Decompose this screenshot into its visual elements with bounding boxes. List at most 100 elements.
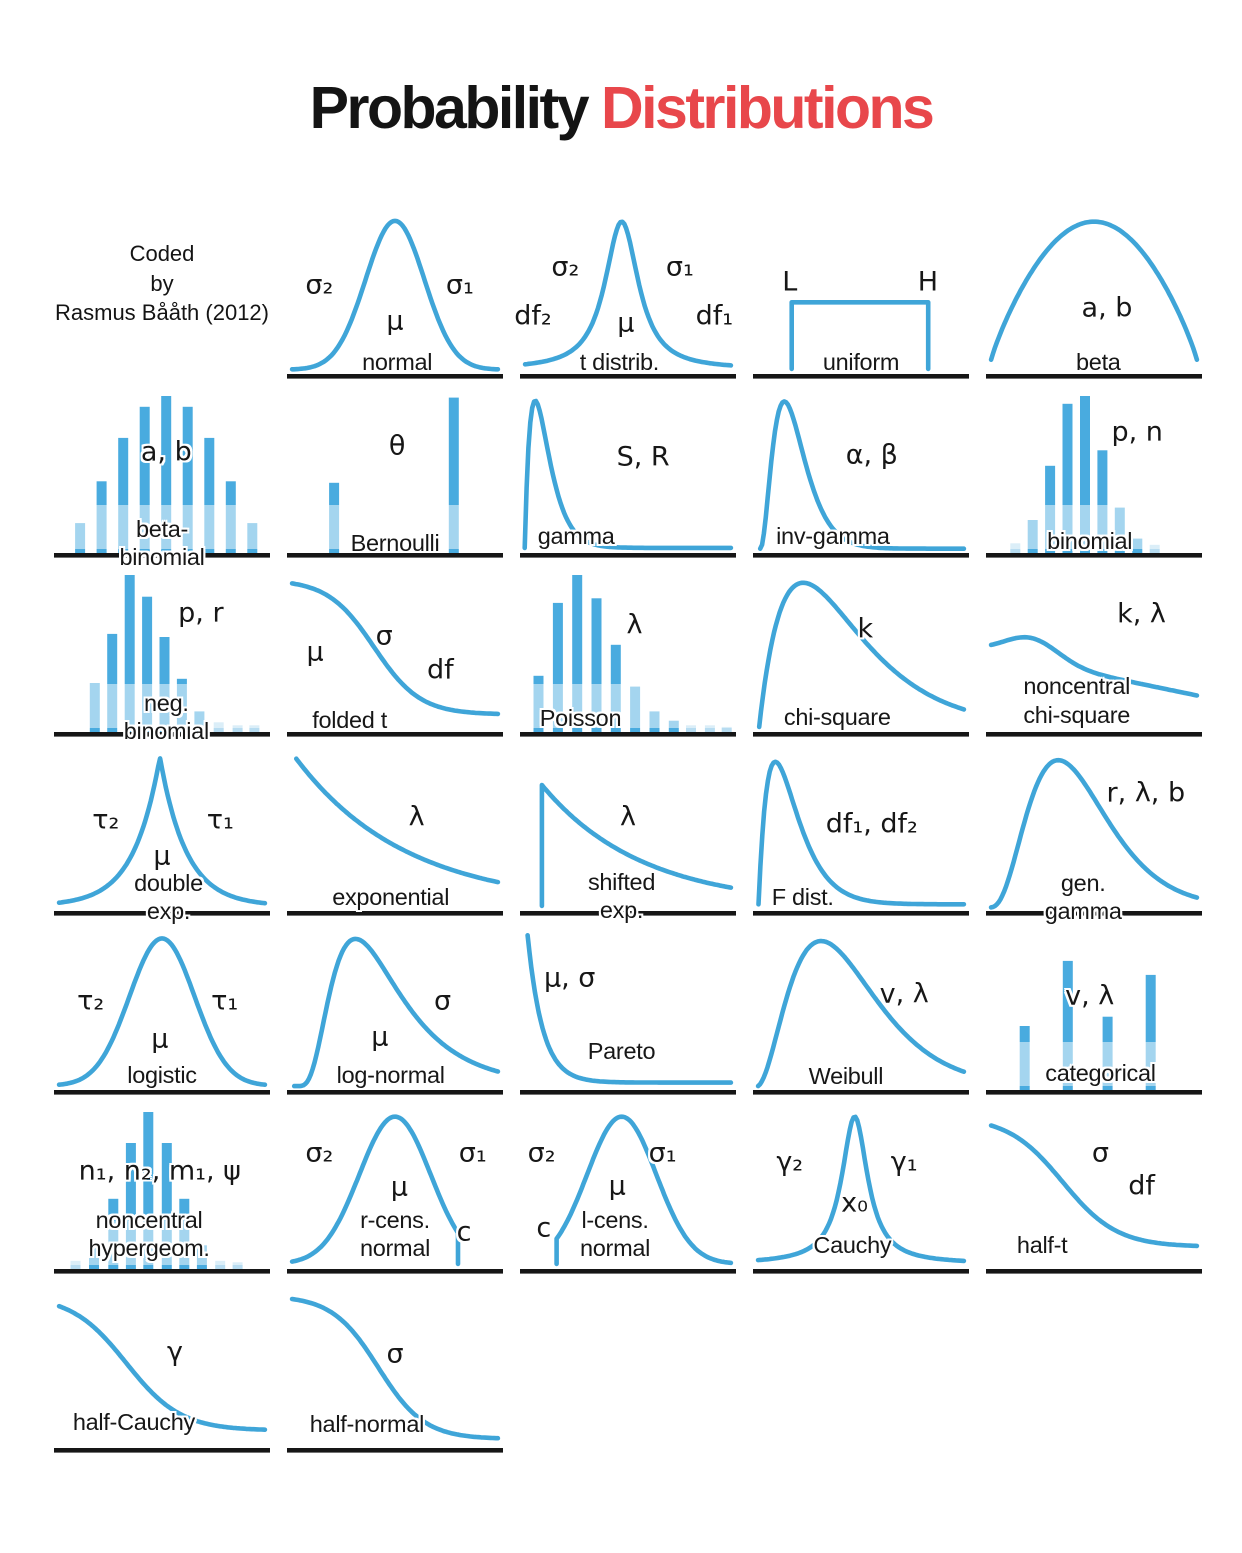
distribution-grid: Coded by Rasmus Bååth (2012) σ₂ σ₁ μ normal σ… [54, 201, 1202, 1454]
cell-t-distrib: σ₂ σ₁ df₂ df₁ μ t distrib. [514, 201, 736, 380]
cell-beta: a, b beta [986, 201, 1202, 380]
distribution-name: noncentral hypergeom. [88, 1206, 210, 1261]
cell-poisson: λ Poisson [520, 559, 736, 738]
param-label: λ [408, 801, 425, 833]
cell-half-normal: σ half-normal [287, 1275, 503, 1454]
baseline [753, 553, 969, 558]
bars-plot [287, 397, 503, 558]
baseline [986, 732, 1202, 737]
baseline [287, 732, 503, 737]
rcens-plot [287, 1114, 503, 1274]
baseline [287, 911, 503, 916]
cell-empty-3 [986, 1275, 1202, 1454]
param-label: μ [390, 1171, 408, 1203]
cell-double-exp: τ₂ τ₁ μ double exp. [54, 738, 270, 924]
bars-plot [54, 575, 270, 737]
dome-plot [986, 219, 1202, 379]
cell-binomial: p, n binomial [986, 380, 1202, 559]
sexp-plot [520, 782, 736, 916]
distribution-name: binomial [1047, 528, 1133, 554]
param-label: μ [617, 307, 635, 339]
halfnormal-plot [287, 1296, 503, 1453]
distribution-name: exponential [332, 884, 450, 911]
cauchy-plot [753, 1114, 969, 1274]
distribution-name: Bernoulli [350, 529, 440, 556]
param-label: γ₁ [890, 1146, 918, 1178]
baseline [753, 911, 969, 916]
distribution-name: gamma [537, 522, 615, 549]
param-label: μ [153, 840, 171, 872]
baseline [54, 553, 270, 558]
cell-r-cens-normal: σ₂ σ₁ μ c r-cens. normal [287, 1096, 503, 1275]
distribution-name: Weibull [808, 1063, 884, 1090]
distribution-name: half-normal [309, 1410, 425, 1437]
lcens-plot [520, 1114, 736, 1274]
distribution-name: Poisson [539, 705, 622, 732]
cell-inv-gamma: α, β inv-gamma [753, 380, 969, 559]
param-label: v, λ [879, 978, 929, 1010]
distribution-name: chi-square [783, 703, 891, 730]
baseline [54, 1090, 270, 1095]
cell-log-normal: μ σ log-normal [287, 917, 503, 1096]
gamma-plot [520, 398, 736, 558]
cell-l-cens-normal: σ₂ σ₁ μ c l-cens. normal [520, 1096, 736, 1275]
param-label: σ [375, 620, 393, 652]
baseline [753, 1090, 969, 1095]
cell-noncentral-chi-square: k, λ noncentral chi-square [986, 559, 1202, 738]
param-label: θ [388, 430, 406, 462]
halfcauchy-plot [54, 1303, 270, 1453]
uniform-plot [753, 300, 969, 379]
baseline [520, 911, 736, 916]
param-label: σ₂ [527, 1137, 556, 1169]
param-label: σ [433, 985, 452, 1017]
baseline [986, 1269, 1202, 1274]
distribution-name: r-cens. normal [359, 1206, 431, 1261]
param-label: df [427, 654, 454, 686]
param-label: μ, σ [543, 962, 596, 994]
bars-plot [54, 1112, 270, 1274]
param-label: c [456, 1216, 472, 1248]
logistic-plot [54, 936, 270, 1095]
param-label: S, R [616, 441, 670, 473]
param-label: σ₂ [551, 251, 580, 283]
baseline [287, 1448, 503, 1453]
param-label: σ₂ [305, 1137, 334, 1169]
param-label: df₁, df₂ [825, 808, 918, 840]
cell-pareto: μ, σ Pareto [520, 917, 736, 1096]
baseline [520, 1090, 736, 1095]
cell-gamma: S, R gamma [520, 380, 736, 559]
tdist-plot [520, 219, 736, 379]
cell-chi-square: k chi-square [753, 559, 969, 738]
baseline [287, 553, 503, 558]
distribution-name: normal [362, 349, 433, 375]
invgamma-plot [753, 399, 969, 558]
cell-credit: Coded by Rasmus Bååth (2012) [54, 201, 270, 380]
chisq-plot [753, 580, 969, 737]
cell-shifted-exp: λ shifted exp. [520, 738, 736, 923]
param-label: μ [386, 305, 404, 337]
baseline [753, 1269, 969, 1274]
param-label: L [782, 266, 798, 298]
baseline [753, 732, 969, 737]
weibull-plot [753, 938, 969, 1095]
cell-half-t: σ df half-t [986, 1096, 1202, 1275]
param-label: τ₁ [211, 985, 239, 1017]
cell-empty-2 [753, 1275, 969, 1454]
distribution-name: double exp. [134, 870, 203, 925]
distribution-name: categorical [1045, 1059, 1156, 1086]
param-label: a, b [140, 436, 192, 468]
distribution-name: F dist. [771, 884, 834, 911]
param-label: λ [626, 609, 643, 641]
foldedt-plot [287, 581, 503, 737]
param-label: μ [306, 636, 324, 668]
distribution-name: uniform [822, 349, 900, 375]
param-label: H [917, 266, 939, 298]
baseline [520, 1269, 736, 1274]
param-label: c [536, 1212, 552, 1244]
param-label: γ₂ [776, 1146, 804, 1178]
distribution-name: half-Cauchy [72, 1408, 195, 1435]
param-label: k [857, 613, 874, 645]
distribution-name: beta [1076, 349, 1121, 375]
decay-plot [287, 756, 503, 916]
param-label: df₁ [695, 300, 734, 332]
